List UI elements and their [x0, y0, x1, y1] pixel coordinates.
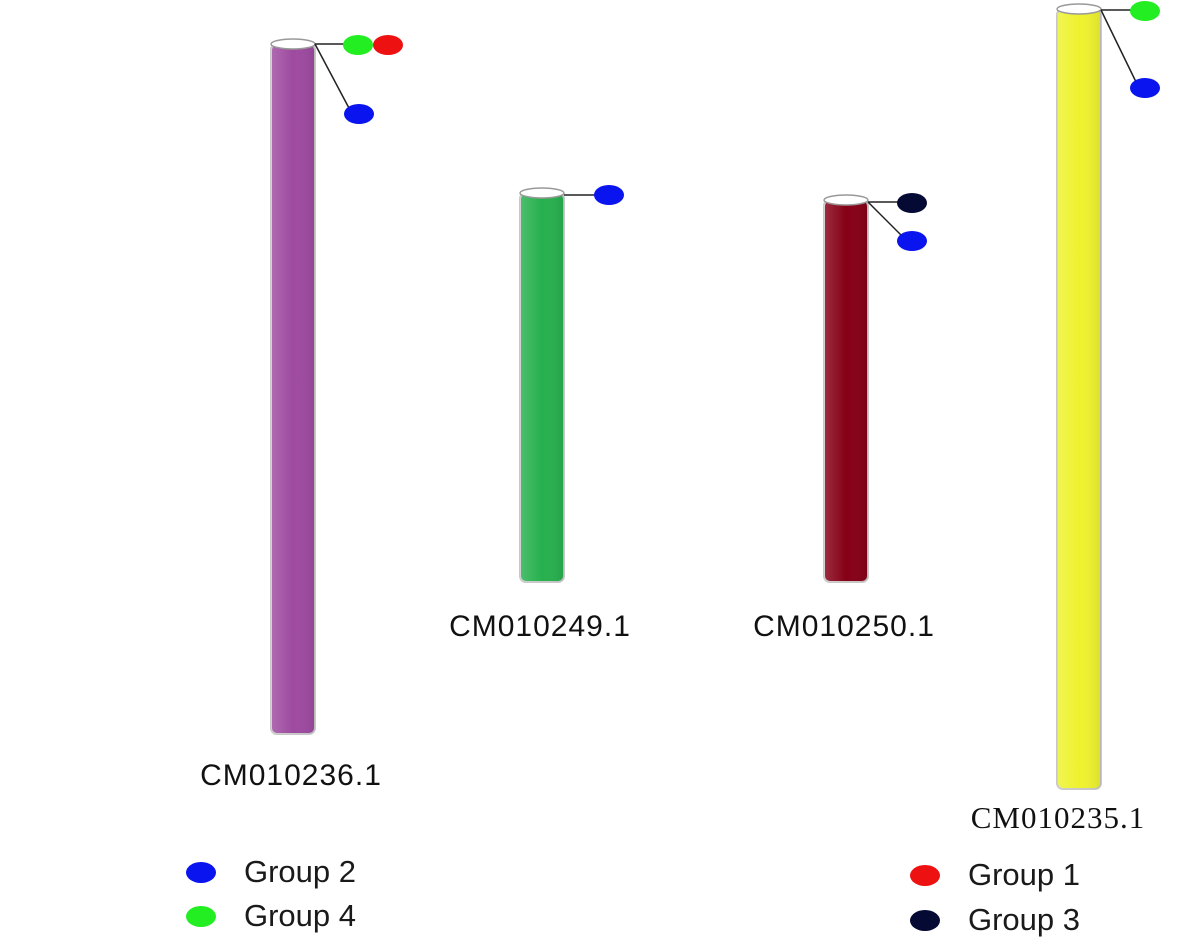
chromosome-CM010249.1: CM010249.1 — [449, 185, 631, 643]
legend-item-group-3: Group 3 — [910, 902, 1080, 938]
legend-item-group-1: Group 1 — [910, 857, 1080, 893]
chromosome-CM010235.1: CM010235.1 — [971, 1, 1160, 835]
chromosome-label: CM010235.1 — [971, 800, 1146, 835]
chromosome-cap — [519, 187, 565, 199]
legend-label: Group 4 — [244, 898, 357, 933]
marker-group-2 — [344, 104, 374, 124]
legend-dot-icon — [186, 861, 216, 883]
chromosome-shine — [824, 200, 868, 582]
legend-dot-icon — [910, 864, 940, 886]
chromosome-label: CM010236.1 — [200, 759, 382, 792]
chromosome-shine — [271, 44, 315, 734]
marker-group-2 — [1130, 78, 1160, 98]
legend-dot-icon — [186, 905, 216, 927]
chromosome-shine — [520, 193, 564, 582]
legend-dot-icon — [910, 909, 940, 931]
marker-link — [1100, 9, 1138, 85]
chromosome-shine — [1057, 9, 1101, 789]
marker-group-1 — [373, 35, 403, 55]
marker-link — [867, 201, 903, 237]
marker-group-4 — [1130, 1, 1160, 21]
chromosome-label: CM010250.1 — [753, 610, 935, 643]
marker-group-2 — [594, 185, 624, 205]
chromosome-CM010250.1: CM010250.1 — [753, 193, 935, 643]
marker-group-2 — [897, 231, 927, 251]
legend-label: Group 2 — [244, 854, 357, 889]
marker-group-4 — [343, 35, 373, 55]
legend-label: Group 1 — [968, 857, 1081, 892]
chromosome-CM010236.1: CM010236.1 — [200, 35, 403, 792]
legend-item-group-4: Group 4 — [186, 898, 356, 934]
legend-item-group-2: Group 2 — [186, 854, 356, 890]
chromosome-cap — [1056, 3, 1102, 15]
legend-label: Group 3 — [968, 902, 1081, 937]
chromosome-label: CM010249.1 — [449, 610, 631, 643]
chromosome-cap — [270, 38, 316, 50]
chromosome-cap — [823, 194, 869, 206]
marker-link — [314, 43, 351, 111]
marker-group-3 — [897, 193, 927, 213]
